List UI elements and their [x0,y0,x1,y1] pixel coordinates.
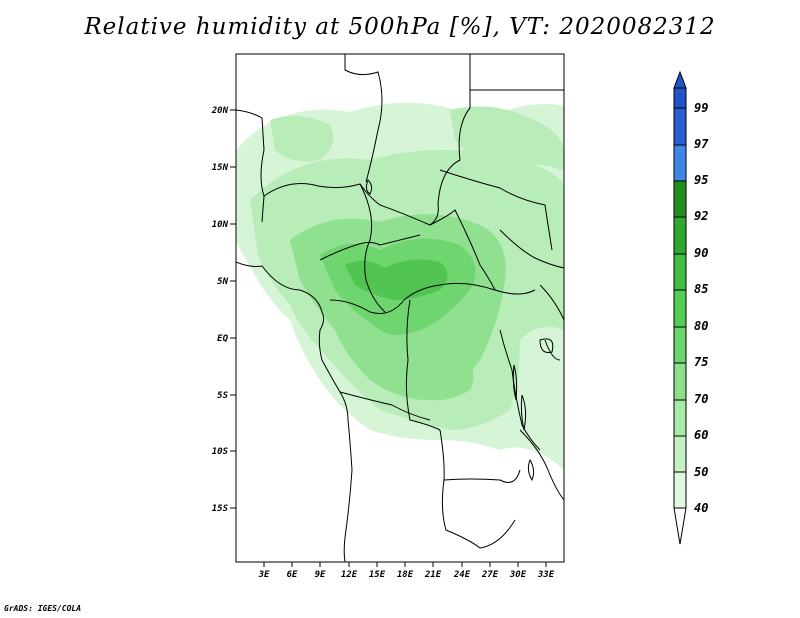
colorbar-labels: 99 97 95 92 90 85 80 75 70 60 50 40 [694,101,709,515]
lat-tick: 5S [217,391,236,401]
colorbar-box [673,399,687,437]
colorbar-box [673,471,687,509]
lat-tick: 10N [212,220,236,230]
svg-text:30E: 30E [509,570,527,580]
map-frame [235,53,565,563]
lon-tick: 15E [369,562,386,580]
svg-text:15S: 15S [212,504,229,514]
colorbar-label: 97 [694,137,709,151]
humidity-field [236,102,564,470]
lon-tick: 9E [315,562,326,580]
lon-tick: 18E [397,562,414,580]
svg-text:20N: 20N [211,106,229,116]
svg-text:24E: 24E [453,570,471,580]
svg-text:15N: 15N [212,163,229,173]
svg-text:10N: 10N [212,220,229,230]
colorbar-box [673,144,687,182]
lon-tick: 24E [453,562,471,580]
svg-text:18E: 18E [397,570,414,580]
svg-text:33E: 33E [537,570,555,580]
colorbar-box [673,289,687,328]
colorbar-top-triangle [673,70,687,89]
lon-tick: 27E [481,562,499,580]
colorbar-label: 70 [694,392,708,406]
colorbar-box [673,253,687,291]
colorbar-box [673,87,687,109]
colorbar-label: 75 [694,355,708,369]
colorbar-box [673,180,687,218]
colorbar-label: 40 [694,501,708,515]
map-title: Relative humidity at 500hPa [%], VT: 202… [84,14,716,40]
colorbar-box [673,362,687,401]
lon-tick: 3E [258,562,270,580]
lat-tick: 15S [212,504,236,514]
svg-text:6E: 6E [287,570,298,580]
lat-axis: 20N 15N 10N 5N EQ 5S 10S 15S [211,106,236,514]
colorbar-box [673,107,687,146]
lon-tick: 33E [537,562,555,580]
lat-tick: 10S [212,447,236,457]
svg-text:5S: 5S [217,391,228,401]
colorbar-box [673,216,687,255]
lat-tick: 5N [217,277,236,287]
colorbar-label: 50 [694,465,708,479]
colorbar-label: 60 [694,428,708,442]
colorbar-box [673,435,687,473]
colorbar-label: 90 [694,246,708,260]
svg-text:27E: 27E [481,570,499,580]
lon-tick: 6E [287,562,298,580]
lon-tick: 21E [424,562,442,580]
svg-text:9E: 9E [315,570,326,580]
grads-credit: GrADS: IGES/COLA [4,604,82,613]
colorbar-label: 85 [694,282,708,296]
lon-tick: 30E [509,562,527,580]
lat-tick: 20N [211,106,236,116]
lon-axis: 3E 6E 9E 12E 15E 18E 21E 24E 27E 30E 33E [258,562,555,580]
colorbar-label: 99 [694,101,708,115]
colorbar-label: 92 [694,209,708,223]
svg-text:21E: 21E [424,570,442,580]
svg-text:5N: 5N [217,277,228,287]
lat-tick: 15N [212,163,236,173]
svg-text:15E: 15E [369,570,386,580]
lon-tick: 12E [341,562,358,580]
colorbar: 99 97 95 92 90 85 80 75 70 60 50 40 [673,70,709,545]
svg-text:12E: 12E [341,570,358,580]
svg-text:EQ: EQ [217,334,228,344]
svg-text:10S: 10S [212,447,229,457]
colorbar-bottom-triangle [673,507,687,545]
country-borders [236,54,564,562]
svg-text:3E: 3E [258,570,270,580]
colorbar-label: 95 [694,173,708,187]
colorbar-label: 80 [694,319,708,333]
colorbar-box [673,326,687,364]
lat-tick: EQ [217,334,236,344]
lakes [365,179,554,482]
